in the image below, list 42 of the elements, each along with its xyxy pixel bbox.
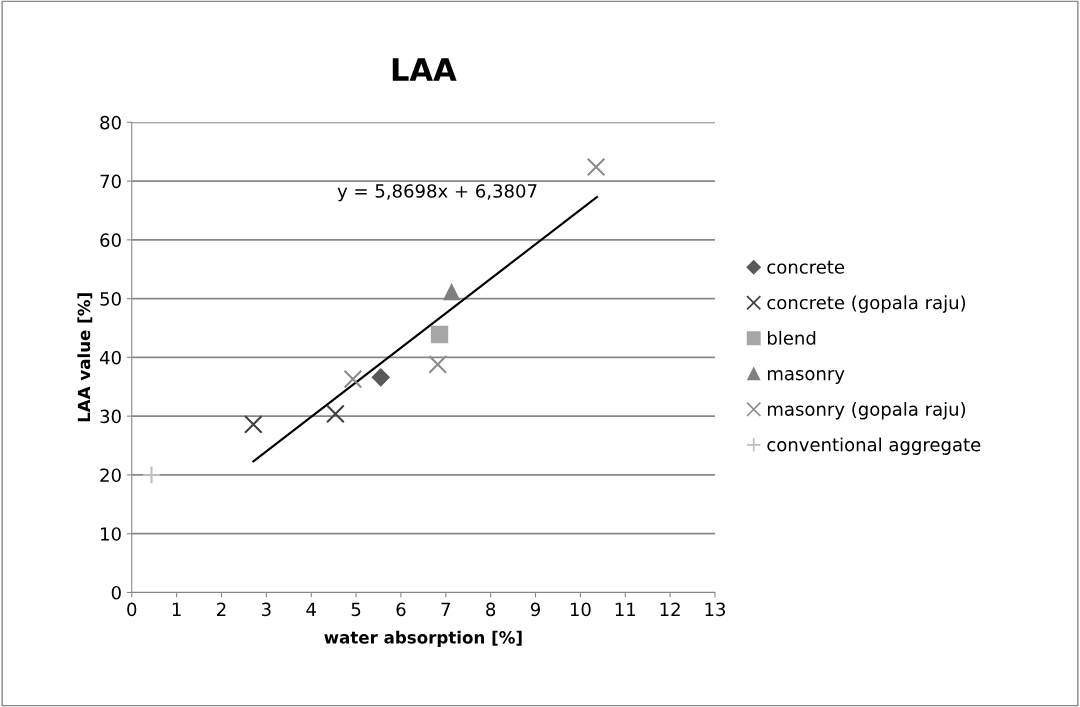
x-tick-label: 8: [486, 602, 496, 617]
x-tick-label: 13: [705, 602, 725, 617]
y-axis-title: LAA value [%]: [77, 293, 93, 422]
y-tick-label: 20: [100, 468, 121, 483]
point: [430, 325, 449, 344]
x-tick-label: 9: [530, 602, 540, 617]
x-tick-label: 6: [396, 602, 406, 617]
annotation: y = 5,8698x + 6,3807: [337, 184, 537, 202]
point: [326, 404, 345, 424]
x-tick-label: 7: [441, 602, 450, 616]
x-tick-label: 1: [172, 602, 181, 616]
x-tick-label: 4: [306, 602, 316, 616]
x-tick-label: 11: [615, 602, 636, 616]
legend-label: concrete (gopala raju): [767, 295, 966, 313]
y-tick-label: 40: [99, 350, 121, 365]
x-tick-label: 5: [351, 602, 361, 617]
x-tick-label: 3: [261, 602, 271, 617]
y-tick-label: 70: [100, 174, 121, 189]
x-tick-label: 2: [217, 602, 226, 616]
point: [142, 465, 161, 485]
y-tick-label: 80: [100, 115, 121, 130]
point: [586, 157, 606, 177]
y-tick-label: 60: [100, 233, 121, 247]
point: [443, 284, 460, 301]
x-tick-label: 10: [570, 602, 591, 617]
x-tick-label: 0: [127, 602, 137, 617]
point: [343, 369, 363, 389]
y-tick-label: 10: [101, 527, 121, 541]
point: [243, 415, 263, 434]
chart-title: LAA: [392, 58, 457, 81]
legend-label: concrete: [767, 260, 845, 274]
y-tick-label: 0: [111, 585, 121, 600]
legend-label: masonry: [767, 370, 845, 384]
x-axis-title: water absorption [%]: [324, 630, 522, 647]
legend-label: masonry (gopala raju): [767, 401, 966, 420]
y-tick-label: 30: [100, 409, 121, 424]
point: [371, 368, 390, 387]
legend-label: blend: [767, 330, 816, 345]
point: [428, 355, 448, 374]
y-tick-label: 50: [100, 292, 121, 306]
x-tick-label: 12: [660, 602, 680, 616]
legend-label: conventional aggregate: [767, 437, 981, 455]
